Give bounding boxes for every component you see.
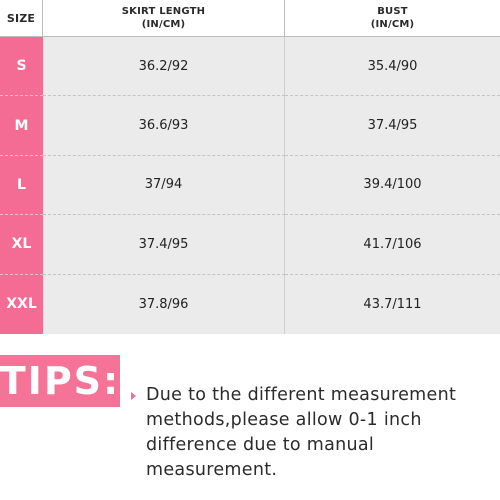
table-row-bust-cell: 37.4/95 [285, 96, 500, 156]
table-row-bust-cell: 41.7/106 [285, 215, 500, 275]
table-row-bust-cell: 35.4/90 [285, 37, 500, 97]
tips-text: Due to the different measurement methods… [146, 385, 457, 480]
header-bust: BUST (IN/CM) [285, 0, 500, 37]
bust-value: 43.7/111 [363, 296, 422, 312]
table-row-skirt-cell: 36.6/93 [43, 96, 285, 156]
skirt-length-value: 37/94 [144, 177, 183, 193]
right-triangle-icon [131, 392, 136, 400]
skirt-length-value: 36.2/92 [138, 58, 189, 74]
header-skirt-length: SKIRT LENGTH (IN/CM) [43, 0, 285, 37]
size-label: XL [11, 236, 32, 253]
tips-label: TIPS: [0, 359, 121, 403]
header-bust-unit: (IN/CM) [370, 19, 415, 30]
bust-value: 39.4/100 [363, 177, 422, 193]
size-label: XXL [6, 296, 37, 313]
table-row-skirt-cell: 36.2/92 [43, 37, 285, 97]
table-row-size-cell: L [0, 155, 43, 216]
table-row-skirt-cell: 37.8/96 [43, 274, 285, 334]
table-row-skirt-cell: 37/94 [43, 155, 285, 216]
header-bust-label: BUST [377, 6, 408, 17]
header-size: SIZE [0, 0, 43, 37]
header-skirt-length-unit: (IN/CM) [141, 19, 186, 30]
header-size-label: SIZE [6, 11, 36, 25]
skirt-length-value: 37.4/95 [138, 236, 189, 252]
table-row-size-cell: S [0, 37, 43, 97]
size-label: S [16, 58, 27, 75]
header-skirt-length-label: SKIRT LENGTH [121, 6, 206, 17]
size-label: M [14, 117, 29, 134]
size-label: L [17, 176, 26, 193]
tips-badge: TIPS: [0, 355, 120, 407]
table-row-bust-cell: 39.4/100 [285, 156, 500, 216]
table-row-skirt-cell: 37.4/95 [43, 215, 285, 275]
skirt-length-value: 36.6/93 [138, 118, 189, 134]
table-row-size-cell: XXL [0, 274, 43, 334]
bust-value: 35.4/90 [367, 58, 418, 74]
bust-value: 41.7/106 [363, 236, 422, 252]
table-row-bust-cell: 43.7/111 [285, 275, 500, 334]
table-row-size-cell: XL [0, 215, 43, 275]
size-chart-table: SIZE SKIRT LENGTH (IN/CM) BUST (IN/CM) S… [0, 0, 500, 334]
bust-value: 37.4/95 [367, 118, 418, 134]
table-row-size-cell: M [0, 96, 43, 156]
skirt-length-value: 37.8/96 [138, 296, 189, 312]
